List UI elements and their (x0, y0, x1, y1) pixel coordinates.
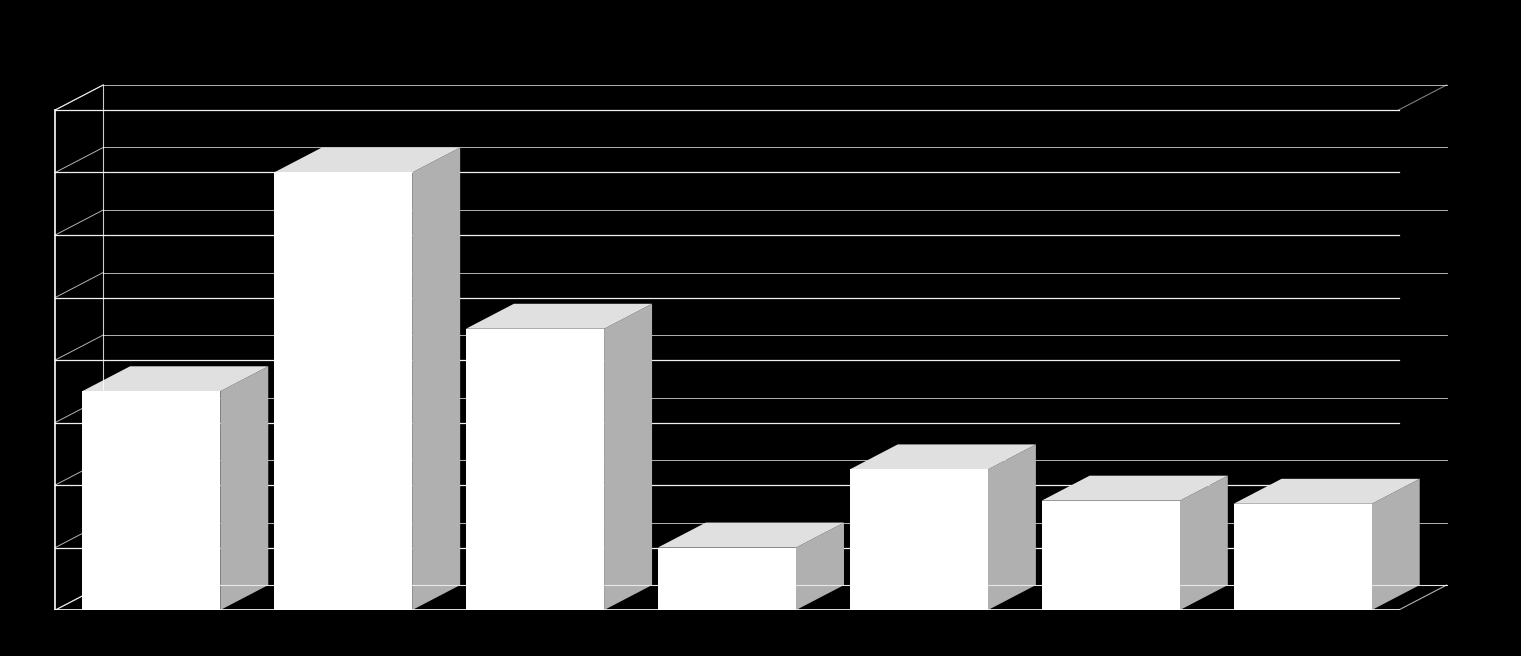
Polygon shape (82, 366, 268, 391)
Polygon shape (82, 391, 221, 610)
Polygon shape (412, 148, 461, 610)
Polygon shape (103, 85, 1446, 585)
Polygon shape (465, 304, 653, 329)
Polygon shape (850, 470, 989, 610)
Polygon shape (221, 366, 268, 610)
Polygon shape (1042, 501, 1180, 610)
Polygon shape (1180, 476, 1227, 610)
Polygon shape (604, 304, 653, 610)
Polygon shape (989, 444, 1036, 610)
Polygon shape (274, 148, 461, 173)
Polygon shape (657, 548, 795, 610)
Polygon shape (850, 444, 1036, 470)
Polygon shape (1372, 479, 1419, 610)
Polygon shape (465, 329, 604, 610)
Polygon shape (274, 173, 412, 610)
Polygon shape (1234, 504, 1372, 610)
Polygon shape (1234, 479, 1419, 504)
Polygon shape (1042, 476, 1227, 501)
Polygon shape (795, 523, 844, 610)
Polygon shape (657, 523, 844, 548)
